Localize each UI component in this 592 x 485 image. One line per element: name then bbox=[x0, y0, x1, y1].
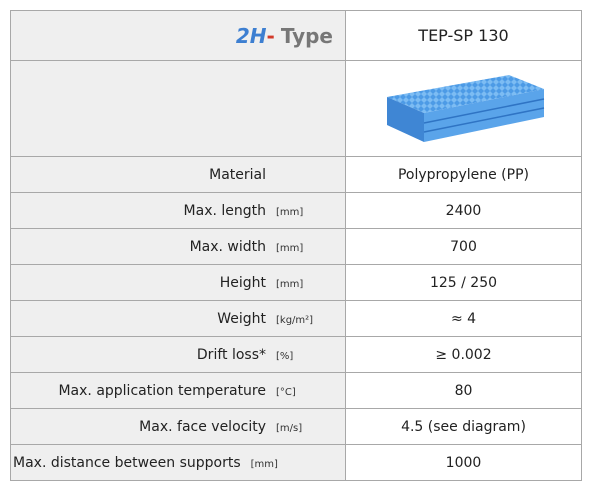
spec-label: Max. width bbox=[189, 238, 266, 255]
spec-unit: [mm] bbox=[276, 242, 304, 254]
spec-label: Height bbox=[219, 274, 266, 291]
spec-row: Height [mm] 125 / 250 bbox=[10, 264, 582, 301]
spec-row: Max. application temperature [°C] 80 bbox=[10, 372, 582, 409]
header-left: 2H- Type bbox=[10, 10, 346, 61]
spec-label: Weight bbox=[217, 310, 266, 327]
image-cell bbox=[345, 60, 582, 157]
block-lines bbox=[423, 97, 544, 133]
table-body: 2H- Type TEP-SP 130 Material Polypropylene… bbox=[10, 10, 582, 481]
spec-unit: [m/s] bbox=[276, 422, 303, 434]
spec-label: Max. length bbox=[183, 202, 266, 219]
spec-row: Drift loss* [%] ≥ 0.002 bbox=[10, 336, 582, 373]
block-side bbox=[423, 88, 544, 142]
spec-label: Max. face velocity bbox=[139, 418, 266, 435]
image-left bbox=[10, 60, 346, 157]
spec-value: Polypropylene (PP) bbox=[345, 156, 582, 193]
spec-value: 80 bbox=[345, 372, 582, 409]
spec-unit: [mm] bbox=[250, 458, 278, 470]
block-front bbox=[386, 96, 424, 142]
spec-row: Material Polypropylene (PP) bbox=[10, 156, 582, 193]
spec-label: Max. application temperature bbox=[58, 382, 266, 399]
logo-dash: - bbox=[266, 23, 275, 48]
type-label: Type bbox=[280, 23, 333, 48]
spec-label-cell: Max. application temperature [°C] bbox=[10, 372, 346, 409]
image-row bbox=[10, 60, 582, 157]
spec-unit: [mm] bbox=[276, 278, 304, 290]
spec-unit: [°C] bbox=[276, 386, 296, 398]
spec-unit: [mm] bbox=[276, 206, 304, 218]
spec-label: Max. distance between supports bbox=[13, 454, 241, 471]
spec-label-cell: Max. face velocity [m/s] bbox=[10, 408, 346, 445]
logo: 2H bbox=[235, 23, 267, 48]
spec-label-cell: Weight [kg/m²] bbox=[10, 300, 346, 337]
spec-value: ≈ 4 bbox=[345, 300, 582, 337]
spec-row: Max. distance between supports [mm] 1000 bbox=[10, 444, 582, 481]
spec-label-cell: Max. distance between supports [mm] bbox=[10, 444, 346, 481]
spec-value: 2400 bbox=[345, 192, 582, 229]
spec-row: Weight [kg/m²] ≈ 4 bbox=[10, 300, 582, 337]
spec-label-cell: Material bbox=[10, 156, 346, 193]
spec-label: Drift loss* bbox=[196, 346, 266, 363]
spec-value: 125 / 250 bbox=[345, 264, 582, 301]
spec-unit: [kg/m²] bbox=[276, 314, 314, 326]
spec-table: 2H- Type TEP-SP 130 Material Polypropylene… bbox=[10, 10, 582, 481]
spec-unit: [%] bbox=[276, 350, 294, 362]
product-name: TEP-SP 130 bbox=[345, 10, 582, 61]
spec-label-cell: Height [mm] bbox=[10, 264, 346, 301]
spec-row: Max. width [mm] 700 bbox=[10, 228, 582, 265]
block-top bbox=[386, 74, 544, 113]
spec-label-cell: Drift loss* [%] bbox=[10, 336, 346, 373]
spec-value: 1000 bbox=[345, 444, 582, 481]
spec-label: Material bbox=[209, 166, 266, 183]
spec-row: Max. face velocity [m/s] 4.5 (see diagram) bbox=[10, 408, 582, 445]
spec-label-cell: Max. length [mm] bbox=[10, 192, 346, 229]
product-image bbox=[386, 74, 544, 142]
spec-label-cell: Max. width [mm] bbox=[10, 228, 346, 265]
spec-row: Max. length [mm] 2400 bbox=[10, 192, 582, 229]
spec-value: 4.5 (see diagram) bbox=[345, 408, 582, 445]
header-row: 2H- Type TEP-SP 130 bbox=[10, 10, 582, 61]
spec-value: 700 bbox=[345, 228, 582, 265]
spec-value: ≥ 0.002 bbox=[345, 336, 582, 373]
